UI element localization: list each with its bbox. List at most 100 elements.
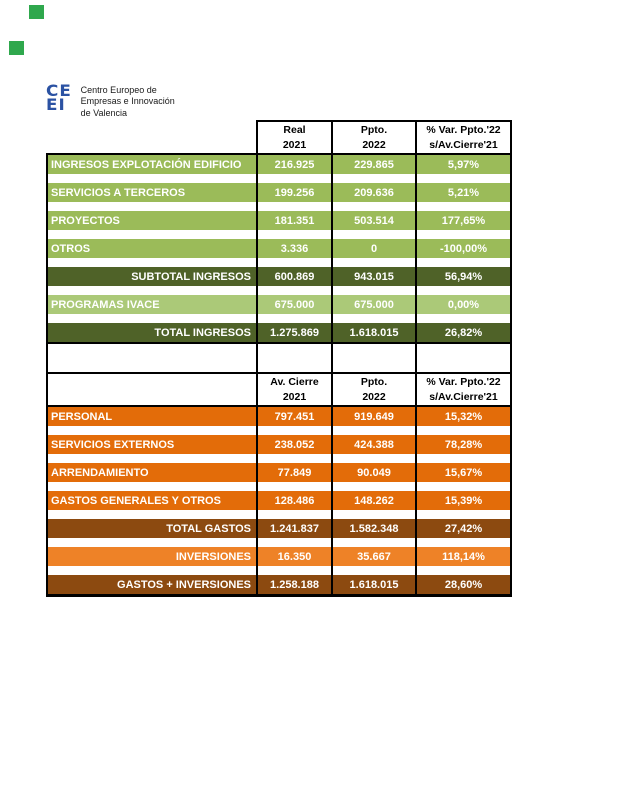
- spacer-cell: [256, 482, 333, 491]
- spacer-row: [46, 510, 512, 519]
- spacer-cell: [46, 174, 258, 183]
- spacer-cell: [256, 538, 333, 547]
- header-ppto-2022: Ppto. 2022: [331, 372, 417, 407]
- value-ppto-2022: 943.015: [331, 267, 417, 286]
- value-av-cierre-2021: 797.451: [256, 405, 333, 426]
- spacer-row: [46, 258, 512, 267]
- header-av-cierre-2021: Av. Cierre 2021: [256, 372, 333, 407]
- logo-text-line: Empresas e Innovación: [80, 96, 175, 107]
- header-real-2021: Real 2021: [256, 120, 333, 155]
- spacer-cell: [46, 286, 258, 295]
- logo-mark-line: EI: [46, 94, 66, 114]
- logo-text-line: Centro Europeo de: [80, 85, 157, 95]
- value-ppto-2022: 675.000: [331, 295, 417, 314]
- value-av-cierre-2021: 128.486: [256, 491, 333, 510]
- spacer-row: [46, 538, 512, 547]
- value-real-2021: 181.351: [256, 211, 333, 230]
- value-av-cierre-2021: 16.350: [256, 547, 333, 566]
- spacer-cell: [256, 454, 333, 463]
- spacer-row: [46, 202, 512, 211]
- blank-cell: [256, 343, 333, 373]
- value-real-2021: 199.256: [256, 183, 333, 202]
- table-row: SERVICIOS EXTERNOS 238.052 424.388 78,28…: [46, 435, 512, 454]
- blank-cell: [46, 343, 258, 373]
- green-marker-icon: [9, 41, 24, 55]
- table-row: INGRESOS EXPLOTACIÓN EDIFICIO 216.925 22…: [46, 153, 512, 174]
- spacer-cell: [415, 174, 512, 183]
- spacer-cell: [415, 202, 512, 211]
- total-row: TOTAL INGRESOS 1.275.869 1.618.015 26,82…: [46, 323, 512, 344]
- spacer-cell: [256, 230, 333, 239]
- blank-row: [46, 343, 512, 373]
- row-label: SUBTOTAL INGRESOS: [46, 267, 258, 286]
- value-variation: 15,39%: [415, 491, 512, 510]
- spacer-cell: [415, 286, 512, 295]
- spacer-cell: [331, 314, 417, 323]
- table-row: OTROS 3.336 0 -100,00%: [46, 239, 512, 258]
- value-real-2021: 216.925: [256, 153, 333, 174]
- spacer-cell: [331, 174, 417, 183]
- value-ppto-2022: 1.618.015: [331, 323, 417, 344]
- spacer-cell: [415, 538, 512, 547]
- value-ppto-2022: 35.667: [331, 547, 417, 566]
- spacer-cell: [415, 482, 512, 491]
- table-row: PROYECTOS 181.351 503.514 177,65%: [46, 211, 512, 230]
- spacer-cell: [46, 314, 258, 323]
- income-header-row: Real 2021 Ppto. 2022 % Var. Ppto.'22 s/A…: [47, 120, 512, 155]
- value-ppto-2022: 209.636: [331, 183, 417, 202]
- spacer-cell: [46, 566, 258, 575]
- spacer-cell: [256, 566, 333, 575]
- value-av-cierre-2021: 77.849: [256, 463, 333, 482]
- value-av-cierre-2021: 1.258.188: [256, 575, 333, 597]
- header-ppto-2022: Ppto. 2022: [331, 120, 417, 155]
- row-label: TOTAL GASTOS: [46, 519, 258, 538]
- spacer-row: [46, 314, 512, 323]
- green-marker-icon: [29, 5, 44, 19]
- value-av-cierre-2021: 1.241.837: [256, 519, 333, 538]
- spacer-cell: [415, 566, 512, 575]
- spacer-cell: [46, 202, 258, 211]
- value-ppto-2022: 0: [331, 239, 417, 258]
- header-empty-cell: [46, 372, 258, 407]
- spacer-cell: [256, 286, 333, 295]
- value-ppto-2022: 919.649: [331, 405, 417, 426]
- value-variation: 26,82%: [415, 323, 512, 344]
- spacer-cell: [331, 482, 417, 491]
- value-variation: 5,21%: [415, 183, 512, 202]
- value-variation: 118,14%: [415, 547, 512, 566]
- spacer-cell: [46, 510, 258, 519]
- row-label: PERSONAL: [46, 405, 258, 426]
- value-ppto-2022: 1.618.015: [331, 575, 417, 597]
- header-line: Ppto.: [360, 123, 388, 136]
- spacer-cell: [415, 454, 512, 463]
- row-label: GASTOS GENERALES Y OTROS: [46, 491, 258, 510]
- header-empty-cell: [47, 121, 257, 154]
- spacer-cell: [415, 426, 512, 435]
- spacer-row: [46, 230, 512, 239]
- header-line: Av. Cierre: [270, 375, 319, 388]
- spacer-cell: [331, 202, 417, 211]
- header-variation: % Var. Ppto.'22 s/Av.Cierre'21: [415, 372, 512, 407]
- value-real-2021: 675.000: [256, 295, 333, 314]
- value-ppto-2022: 229.865: [331, 153, 417, 174]
- table-row: GASTOS GENERALES Y OTROS 128.486 148.262…: [46, 491, 512, 510]
- spacer-cell: [46, 258, 258, 267]
- value-variation: -100,00%: [415, 239, 512, 258]
- row-label: SERVICIOS EXTERNOS: [46, 435, 258, 454]
- value-variation: 5,97%: [415, 153, 512, 174]
- header-line: s/Av.Cierre'21: [429, 390, 498, 403]
- spacer-row: [46, 454, 512, 463]
- spacer-cell: [256, 426, 333, 435]
- table-row: PROGRAMAS IVACE 675.000 675.000 0,00%: [46, 295, 512, 314]
- value-ppto-2022: 424.388: [331, 435, 417, 454]
- header-line: % Var. Ppto.'22: [426, 375, 501, 388]
- value-real-2021: 3.336: [256, 239, 333, 258]
- spacer-cell: [331, 230, 417, 239]
- value-ppto-2022: 503.514: [331, 211, 417, 230]
- ceei-logo: CE EI Centro Europeo de Empresas e Innov…: [46, 83, 175, 119]
- budget-table: Real 2021 Ppto. 2022 % Var. Ppto.'22 s/A…: [46, 120, 512, 597]
- spacer-cell: [256, 314, 333, 323]
- header-line: 2022: [362, 138, 386, 151]
- ceei-logo-mark: CE EI: [46, 83, 72, 114]
